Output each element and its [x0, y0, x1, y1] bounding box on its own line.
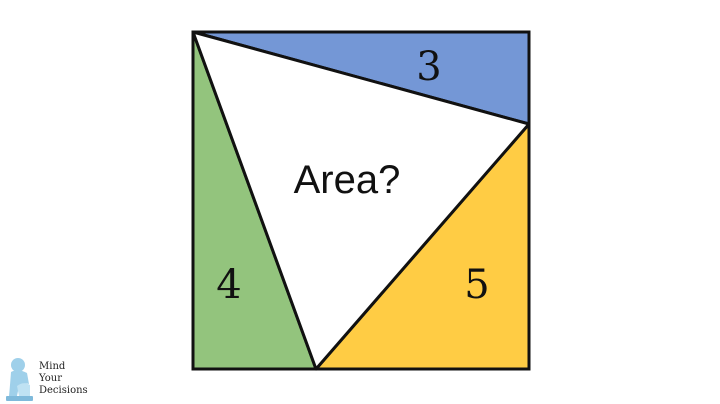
thinker-statue-icon — [6, 358, 33, 401]
bottom-right-triangle-area-label: 5 — [464, 262, 489, 308]
left-triangle-area-label: 4 — [216, 262, 241, 308]
logo-wordmark: Mind Your Decisions — [39, 361, 88, 397]
outer-square — [191, 30, 531, 371]
center-triangle — [191, 30, 531, 371]
question-label: Area? — [294, 158, 401, 202]
top-triangle-area-label: 3 — [416, 44, 441, 90]
logo-line-1: Mind — [39, 361, 66, 372]
logo-line-3: Decisions — [39, 385, 88, 396]
logo-line-2: Your — [39, 373, 62, 384]
